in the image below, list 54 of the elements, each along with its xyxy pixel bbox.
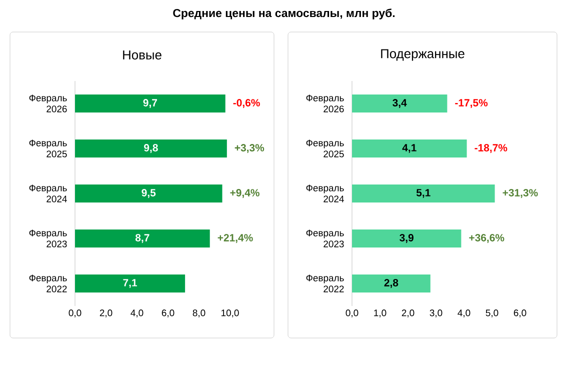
y-tick-label: Февраль 2022 (29, 274, 67, 292)
bar (352, 94, 448, 112)
annotation: +36,6% (469, 234, 504, 243)
x-tick-label: 4,0 (130, 310, 144, 318)
x-tick-label: 8,0 (192, 310, 206, 318)
annotation: +3,3% (234, 144, 264, 153)
x-tick-label: 0,0 (68, 310, 82, 318)
data-label: 9,5 (142, 189, 156, 198)
bar (352, 274, 430, 292)
data-label: 3,4 (392, 99, 407, 108)
annotation: -0,6% (233, 99, 260, 108)
bar (352, 140, 467, 158)
data-label: 4,1 (402, 144, 416, 153)
data-label: 2,8 (384, 279, 398, 288)
bar (75, 274, 186, 292)
y-tick-label: Февраль 2023 (306, 230, 344, 248)
bar (352, 184, 495, 202)
data-label: 9,7 (143, 99, 157, 108)
annotation: +31,3% (502, 189, 538, 198)
y-tick-label: Февраль 2026 (29, 94, 67, 112)
chart-title: Подержанные (381, 49, 464, 61)
y-tick-label: Февраль 2024 (29, 184, 67, 202)
annotation: -17,5% (455, 99, 488, 108)
annotation: +9,4% (230, 189, 260, 198)
y-tick-label: Февраль 2024 (306, 184, 344, 202)
annotation: -18,7% (474, 144, 508, 153)
y-tick-label: Февраль 2025 (29, 140, 67, 158)
data-label: 3,9 (400, 234, 414, 243)
x-tick-label: 3,0 (430, 310, 442, 318)
y-tick-label: Февраль 2026 (306, 94, 344, 112)
x-tick-label: 1,0 (374, 310, 386, 318)
x-tick-label: 6,0 (514, 310, 526, 318)
bar (75, 184, 222, 202)
data-label: 9,8 (144, 144, 158, 153)
bar (75, 230, 210, 248)
y-tick-label: Февраль 2022 (306, 274, 344, 292)
x-tick-label: 0,0 (346, 310, 358, 318)
x-tick-label: 6,0 (162, 310, 174, 318)
data-label: 7,1 (123, 279, 137, 288)
annotation: +21,4% (218, 234, 253, 243)
data-label: 8,7 (135, 234, 150, 243)
bar (75, 140, 227, 158)
text: Средние цены на самосвалы, млн руб. (173, 8, 395, 20)
x-tick-label: 5,0 (486, 310, 498, 318)
x-tick-label: 10,0 (222, 310, 239, 318)
x-tick-label: 2,0 (402, 310, 414, 318)
x-tick-label: 2,0 (100, 310, 112, 318)
bar (75, 94, 226, 112)
y-tick-label: Февраль 2023 (29, 230, 67, 248)
chart-title: Новые (123, 50, 162, 60)
data-label: 5,1 (416, 189, 430, 198)
y-tick-label: Февраль 2025 (306, 140, 344, 158)
bar (352, 230, 462, 248)
x-tick-label: 4,0 (458, 310, 470, 318)
